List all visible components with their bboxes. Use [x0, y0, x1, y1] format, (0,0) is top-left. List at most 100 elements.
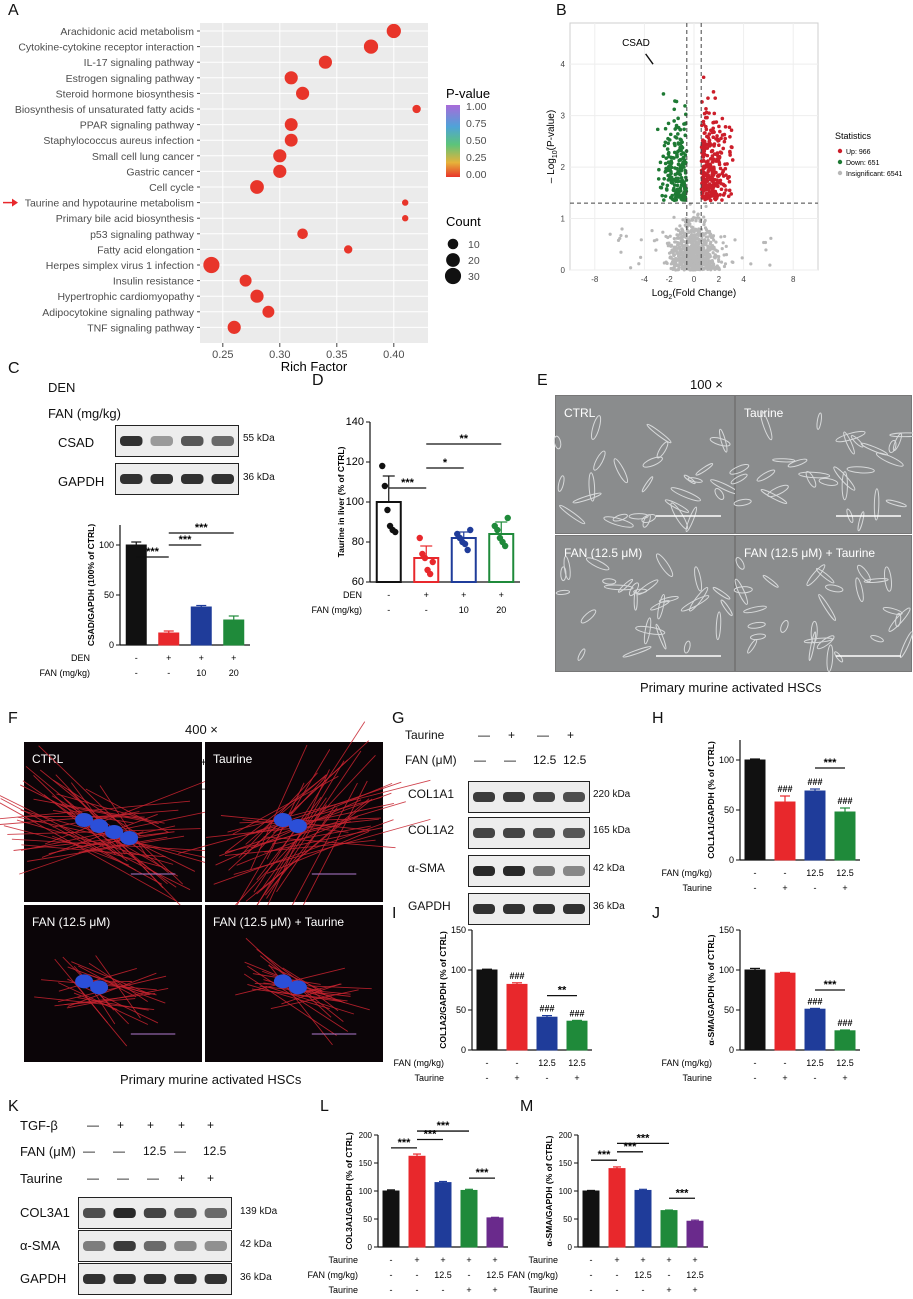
insignificant-point	[669, 244, 673, 248]
insignificant-point	[667, 241, 671, 245]
actin-fiber	[33, 775, 116, 855]
enrichment-dot	[250, 289, 264, 303]
cell-outline	[798, 471, 831, 479]
hash-label: ###	[509, 971, 524, 981]
fan-value: —	[174, 1144, 186, 1158]
pathway-label: Fatty acid elongation	[97, 244, 194, 256]
y-tick-label: 100	[359, 1187, 373, 1196]
cell-outline	[657, 594, 666, 620]
bar	[460, 1189, 478, 1248]
up-point	[727, 175, 731, 179]
panel-letter-j: J	[652, 905, 660, 922]
data-point	[461, 540, 469, 548]
cell-outline	[709, 436, 731, 447]
down-point	[682, 158, 687, 162]
g-fan-label: FAN (μM)	[405, 753, 457, 767]
den-value: +	[200, 755, 208, 769]
asma-tgf-bar-chart: 0 50 100 150 200 α-SMA/GAPDH (% of CTRL) - + + + +…	[507, 1131, 708, 1295]
bar	[476, 969, 498, 1051]
f-tile-fan-taurine: FAN (12.5 μM) + Taurine	[205, 905, 383, 1062]
insignificant-point	[694, 219, 698, 223]
x-row-value: -	[590, 1285, 593, 1295]
insignificant-point	[705, 248, 709, 252]
down-point	[676, 171, 681, 176]
bar	[804, 1008, 826, 1051]
actin-fiber	[85, 788, 169, 833]
y-axis-label: α-SMA/GAPDH (% of CTRL)	[706, 934, 716, 1045]
insignificant-point	[683, 231, 688, 235]
x-row-label: FAN (mg/kg)	[39, 668, 90, 678]
k-taurine-label: Taurine	[20, 1171, 63, 1186]
enrichment-dot	[284, 118, 298, 132]
up-point	[706, 168, 711, 173]
actin-fiber	[233, 818, 431, 875]
cell-outline	[857, 564, 871, 583]
red-arrow-head	[12, 198, 18, 207]
blot-strip	[78, 1230, 232, 1262]
cell-outline	[712, 586, 731, 600]
insignificant-point	[675, 233, 679, 237]
cell-outline	[885, 499, 907, 508]
e-caption: Primary murine activated HSCs	[640, 680, 822, 695]
up-point	[725, 162, 729, 166]
up-point	[711, 90, 716, 94]
kda-label: 36 kDa	[593, 901, 625, 912]
y-tick-label: 150	[451, 925, 466, 935]
insignificant-point	[733, 238, 737, 242]
blot-band	[143, 1208, 167, 1218]
cell-outline	[622, 646, 652, 658]
insignificant-point	[655, 238, 659, 242]
down-point	[673, 166, 677, 170]
cell-outline	[735, 557, 745, 570]
up-point	[704, 177, 709, 182]
cell-outline	[816, 412, 822, 430]
up-point	[730, 145, 734, 150]
down-point	[666, 141, 671, 146]
up-point	[714, 137, 718, 141]
y-tick-label: 3	[561, 112, 566, 121]
cell-outline	[805, 470, 817, 488]
insignificant-point	[637, 262, 641, 266]
insignificant-point	[763, 240, 768, 245]
cell-outline	[743, 605, 767, 614]
up-point	[722, 132, 727, 137]
count-legend-label: 20	[468, 255, 480, 267]
actin-fiber	[11, 838, 213, 852]
kda-label: 139 kDa	[240, 1206, 278, 1217]
insignificant-point	[683, 260, 687, 265]
up-point	[701, 178, 706, 183]
x-row-value: -	[468, 1270, 471, 1280]
actin-fiber	[0, 795, 191, 891]
e-magnification: 100 ×	[690, 377, 723, 392]
x-tick-label: 8	[791, 275, 796, 284]
blot-strip	[468, 855, 590, 887]
up-point	[718, 192, 722, 197]
up-point	[717, 138, 721, 143]
insignificant-point	[764, 248, 768, 252]
up-point	[717, 143, 721, 148]
csad-label: CSAD	[58, 435, 95, 450]
x-row-value: -	[390, 1285, 393, 1295]
blot-band	[473, 904, 495, 914]
up-point	[723, 184, 727, 188]
insignificant-point	[720, 247, 724, 251]
pathway-label: PPAR signaling pathway	[80, 120, 195, 132]
actin-fiber	[70, 782, 126, 855]
cell-outline	[563, 555, 571, 580]
insignificant-point	[719, 260, 724, 264]
cell-outline	[772, 458, 796, 463]
cell-outline	[683, 640, 691, 654]
actin-fiber	[58, 975, 167, 1003]
actin-fiber	[60, 804, 159, 824]
down-point	[664, 156, 669, 160]
actin-fiber	[271, 825, 371, 845]
cell-outline	[825, 584, 844, 593]
insignificant-point	[677, 267, 681, 272]
sig-label: ***	[146, 546, 160, 558]
down-point	[660, 193, 665, 198]
down-point	[661, 92, 666, 96]
blot-strip	[468, 817, 590, 849]
down-point	[678, 186, 683, 190]
blot-band	[211, 474, 234, 484]
cell-outline	[846, 466, 875, 474]
